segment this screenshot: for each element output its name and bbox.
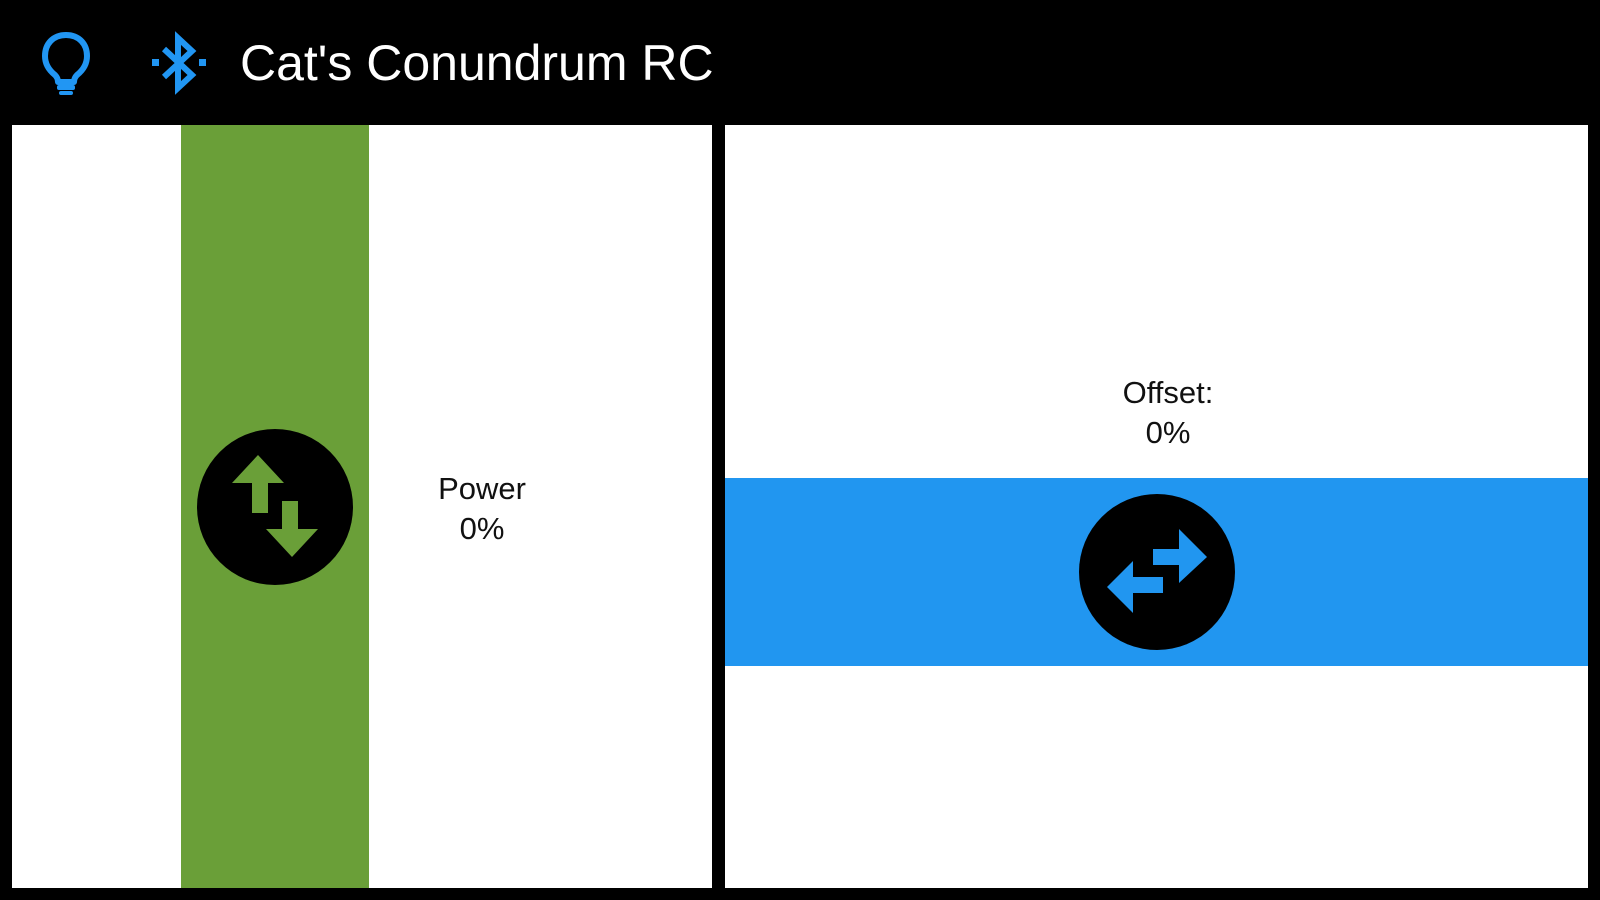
- offset-control-panel[interactable]: Offset: 0%: [725, 125, 1588, 888]
- power-label: Power: [438, 471, 526, 506]
- offset-value: 0%: [1145, 415, 1191, 450]
- power-control-panel[interactable]: Power 0%: [12, 125, 712, 888]
- offset-label: Offset:: [1122, 375, 1214, 410]
- power-value: 0%: [459, 511, 505, 546]
- power-slider-knob[interactable]: [197, 429, 353, 585]
- power-readout: Power 0%: [382, 469, 582, 549]
- app-header: Cat's Conundrum RC: [0, 0, 1600, 124]
- offset-slider-knob[interactable]: [1079, 494, 1235, 650]
- offset-readout: Offset: 0%: [1068, 373, 1268, 453]
- bluetooth-icon[interactable]: [150, 30, 210, 96]
- swap-horizontal-icon: [1107, 529, 1207, 613]
- app-title: Cat's Conundrum RC: [240, 35, 714, 91]
- swap-vertical-icon: [232, 455, 318, 557]
- lightbulb-icon[interactable]: [38, 30, 94, 96]
